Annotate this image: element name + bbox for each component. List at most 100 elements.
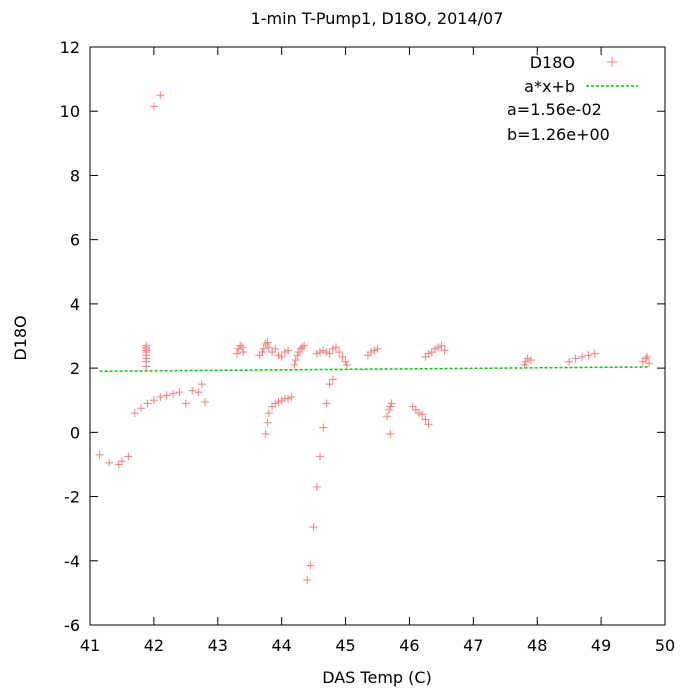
data-point <box>268 348 277 357</box>
x-tick-label: 48 <box>527 636 547 655</box>
data-point <box>142 341 151 350</box>
x-axis: 41 42 43 44 45 46 47 48 49 50 <box>80 47 675 655</box>
data-point <box>418 410 427 419</box>
data-point <box>294 348 303 357</box>
annotation-b: b=1.26e+00 <box>507 125 610 144</box>
data-point <box>137 404 146 413</box>
y-tick-label: -6 <box>64 616 80 635</box>
data-point <box>156 91 165 100</box>
data-point <box>386 402 395 411</box>
data-point <box>431 344 439 353</box>
data-point <box>309 523 318 532</box>
x-tick-label: 41 <box>80 636 100 655</box>
data-point <box>571 354 580 363</box>
x-tick-label: 49 <box>591 636 611 655</box>
data-point <box>300 341 309 350</box>
data-point <box>181 399 190 408</box>
data-point <box>590 349 599 358</box>
data-point <box>427 348 436 357</box>
data-point <box>312 349 321 358</box>
y-tick-label: 0 <box>70 423 80 442</box>
legend-marker-d18o <box>607 57 617 67</box>
data-point <box>424 420 433 429</box>
data-point <box>440 346 449 355</box>
data-point <box>338 352 347 361</box>
data-point <box>263 338 272 347</box>
data-point <box>268 402 277 411</box>
legend-label-fit: a*x+b <box>524 77 575 96</box>
x-tick-label: 43 <box>208 636 228 655</box>
data-point <box>641 354 650 363</box>
y-tick-label: -2 <box>64 488 80 507</box>
data-point <box>263 418 272 427</box>
data-point <box>274 397 283 406</box>
data-point <box>264 409 273 418</box>
legend-label-d18o: D18O <box>530 53 575 72</box>
data-point <box>363 351 372 360</box>
data-point <box>342 360 351 369</box>
data-point <box>638 357 647 366</box>
data-point <box>197 380 206 389</box>
data-point <box>386 429 395 438</box>
x-tick-label: 42 <box>144 636 164 655</box>
data-point <box>258 348 267 357</box>
data-point <box>95 450 104 459</box>
data-point <box>331 343 340 352</box>
data-point <box>424 349 433 358</box>
data-point <box>328 375 337 384</box>
data-point <box>284 394 293 403</box>
data-point <box>162 391 171 400</box>
data-point <box>370 346 379 355</box>
data-point <box>287 393 296 402</box>
data-point <box>149 396 158 405</box>
x-tick-label: 46 <box>399 636 419 655</box>
x-tick-label: 44 <box>271 636 291 655</box>
data-point <box>236 341 245 350</box>
data-point <box>367 348 376 357</box>
y-tick-label: 4 <box>70 295 80 314</box>
y-tick-label: 10 <box>60 102 80 121</box>
data-point <box>306 561 315 570</box>
data-point <box>303 576 312 585</box>
data-point <box>130 409 139 418</box>
data-point <box>232 349 241 358</box>
y-axis: -6 -4 -2 0 2 4 6 8 10 12 <box>60 38 665 635</box>
data-point <box>434 343 443 352</box>
data-point <box>234 344 243 353</box>
data-point <box>322 348 331 357</box>
data-point <box>411 405 420 414</box>
data-point <box>264 343 273 352</box>
data-point <box>421 352 430 361</box>
data-point <box>169 389 178 398</box>
data-point <box>325 380 334 389</box>
data-point <box>387 399 396 408</box>
data-point <box>373 344 382 353</box>
data-point <box>565 357 574 366</box>
x-tick-label: 50 <box>655 636 675 655</box>
data-point <box>521 357 530 366</box>
data-point <box>149 102 158 111</box>
data-point <box>277 352 286 361</box>
y-tick-label: -4 <box>64 552 80 571</box>
data-point <box>335 348 344 357</box>
data-point <box>312 482 321 491</box>
y-axis-label: D18O <box>11 315 30 360</box>
data-point <box>261 429 270 438</box>
data-point <box>421 415 430 424</box>
data-point <box>124 452 133 461</box>
x-tick-label: 47 <box>463 636 483 655</box>
data-point <box>238 343 247 352</box>
plot-area-frame <box>89 46 666 626</box>
data-point <box>259 344 268 353</box>
data-point <box>194 388 203 397</box>
data-point <box>271 344 280 353</box>
data-point <box>383 412 392 421</box>
data-point <box>328 344 337 353</box>
fit-line <box>99 366 650 373</box>
data-point <box>156 393 165 402</box>
data-point <box>643 352 652 361</box>
data-point <box>274 351 283 360</box>
data-point <box>114 460 123 469</box>
y-tick-label: 6 <box>70 231 80 250</box>
